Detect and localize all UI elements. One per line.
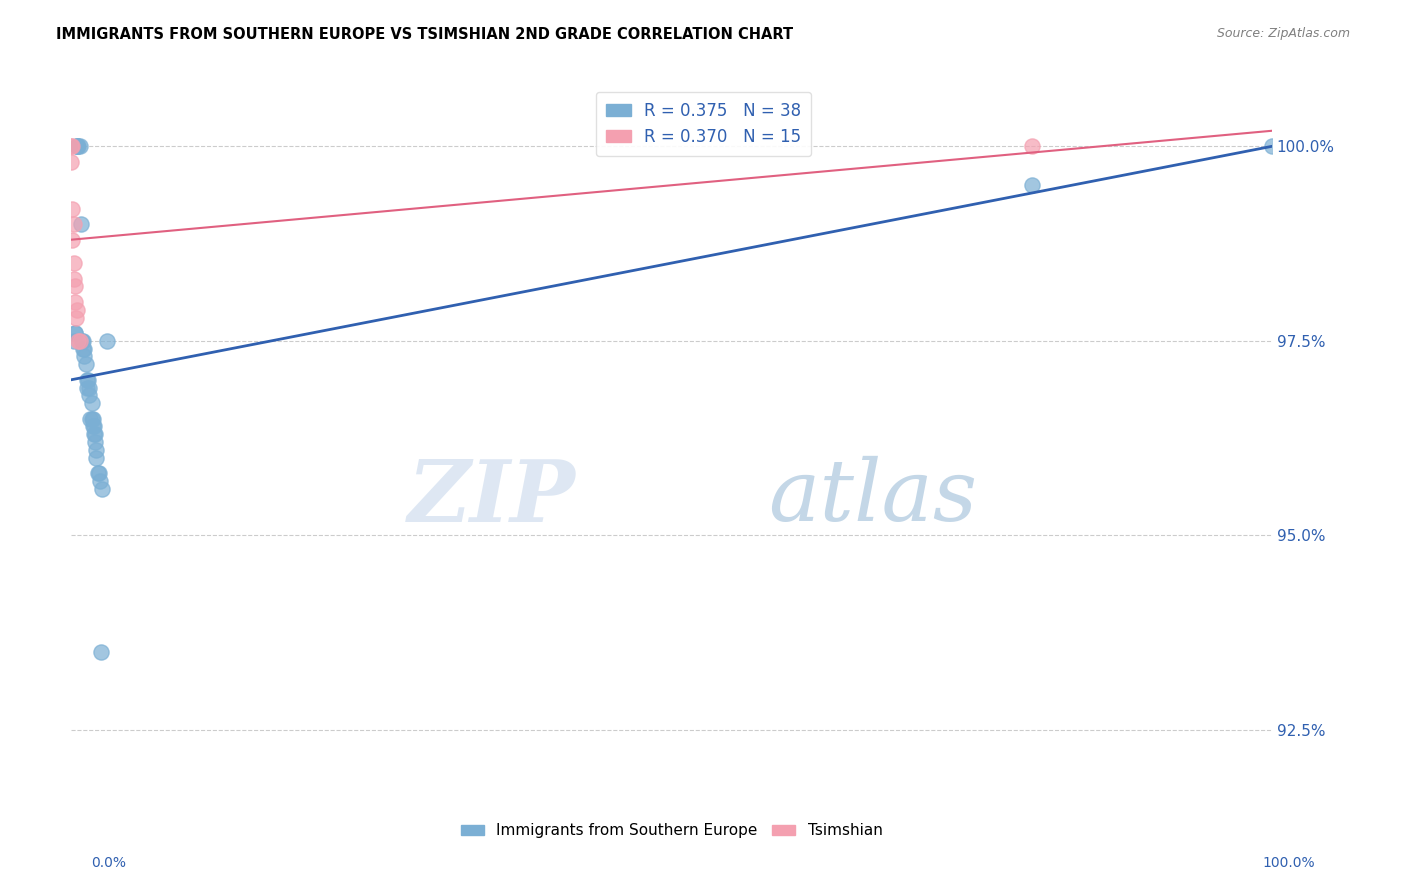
Text: atlas: atlas [768,456,977,539]
Point [66,139,89,153]
Point [80,396,103,410]
Point [82,419,104,434]
Point [66,302,89,317]
Point [1021,178,1043,193]
Point [65,310,87,325]
Point [63,295,86,310]
Point [76,373,98,387]
Point [72,342,94,356]
Point [77,380,100,394]
Point [84,427,107,442]
Point [79,411,101,425]
Point [62,256,84,270]
Point [70,334,93,348]
Point [77,373,100,387]
Point [67,334,90,348]
Point [83,427,105,442]
Point [77,388,100,402]
Point [86,450,108,465]
Point [62,139,84,153]
Point [76,380,98,394]
Point [63,326,86,340]
Point [62,217,84,231]
Legend: Immigrants from Southern Europe, Tsimshian: Immigrants from Southern Europe, Tsimshi… [454,817,889,845]
Point [83,419,105,434]
Point [62,202,84,216]
Point [62,334,84,348]
Text: ZIP: ZIP [408,456,575,539]
Point [72,334,94,348]
Point [86,466,108,480]
Point [91,482,114,496]
Point [60,154,83,169]
Text: 0.0%: 0.0% [91,855,127,870]
Point [1021,139,1043,153]
Text: Source: ZipAtlas.com: Source: ZipAtlas.com [1216,27,1350,40]
Point [75,357,97,371]
Point [82,411,104,425]
Point [90,645,112,659]
Point [60,139,83,153]
Point [69,139,91,153]
Text: 100.0%: 100.0% [1263,855,1315,870]
Point [87,466,110,480]
Point [66,139,89,153]
Point [96,334,118,348]
Point [62,271,84,285]
Point [69,334,91,348]
Point [63,279,86,293]
Point [67,139,90,153]
Point [1261,139,1284,153]
Text: IMMIGRANTS FROM SOUTHERN EUROPE VS TSIMSHIAN 2ND GRADE CORRELATION CHART: IMMIGRANTS FROM SOUTHERN EUROPE VS TSIMS… [56,27,793,42]
Point [84,435,107,450]
Point [73,350,96,364]
Point [86,442,108,457]
Point [63,326,86,340]
Point [80,411,103,425]
Point [62,233,84,247]
Point [73,342,96,356]
Point [89,474,111,488]
Point [70,217,93,231]
Point [66,139,89,153]
